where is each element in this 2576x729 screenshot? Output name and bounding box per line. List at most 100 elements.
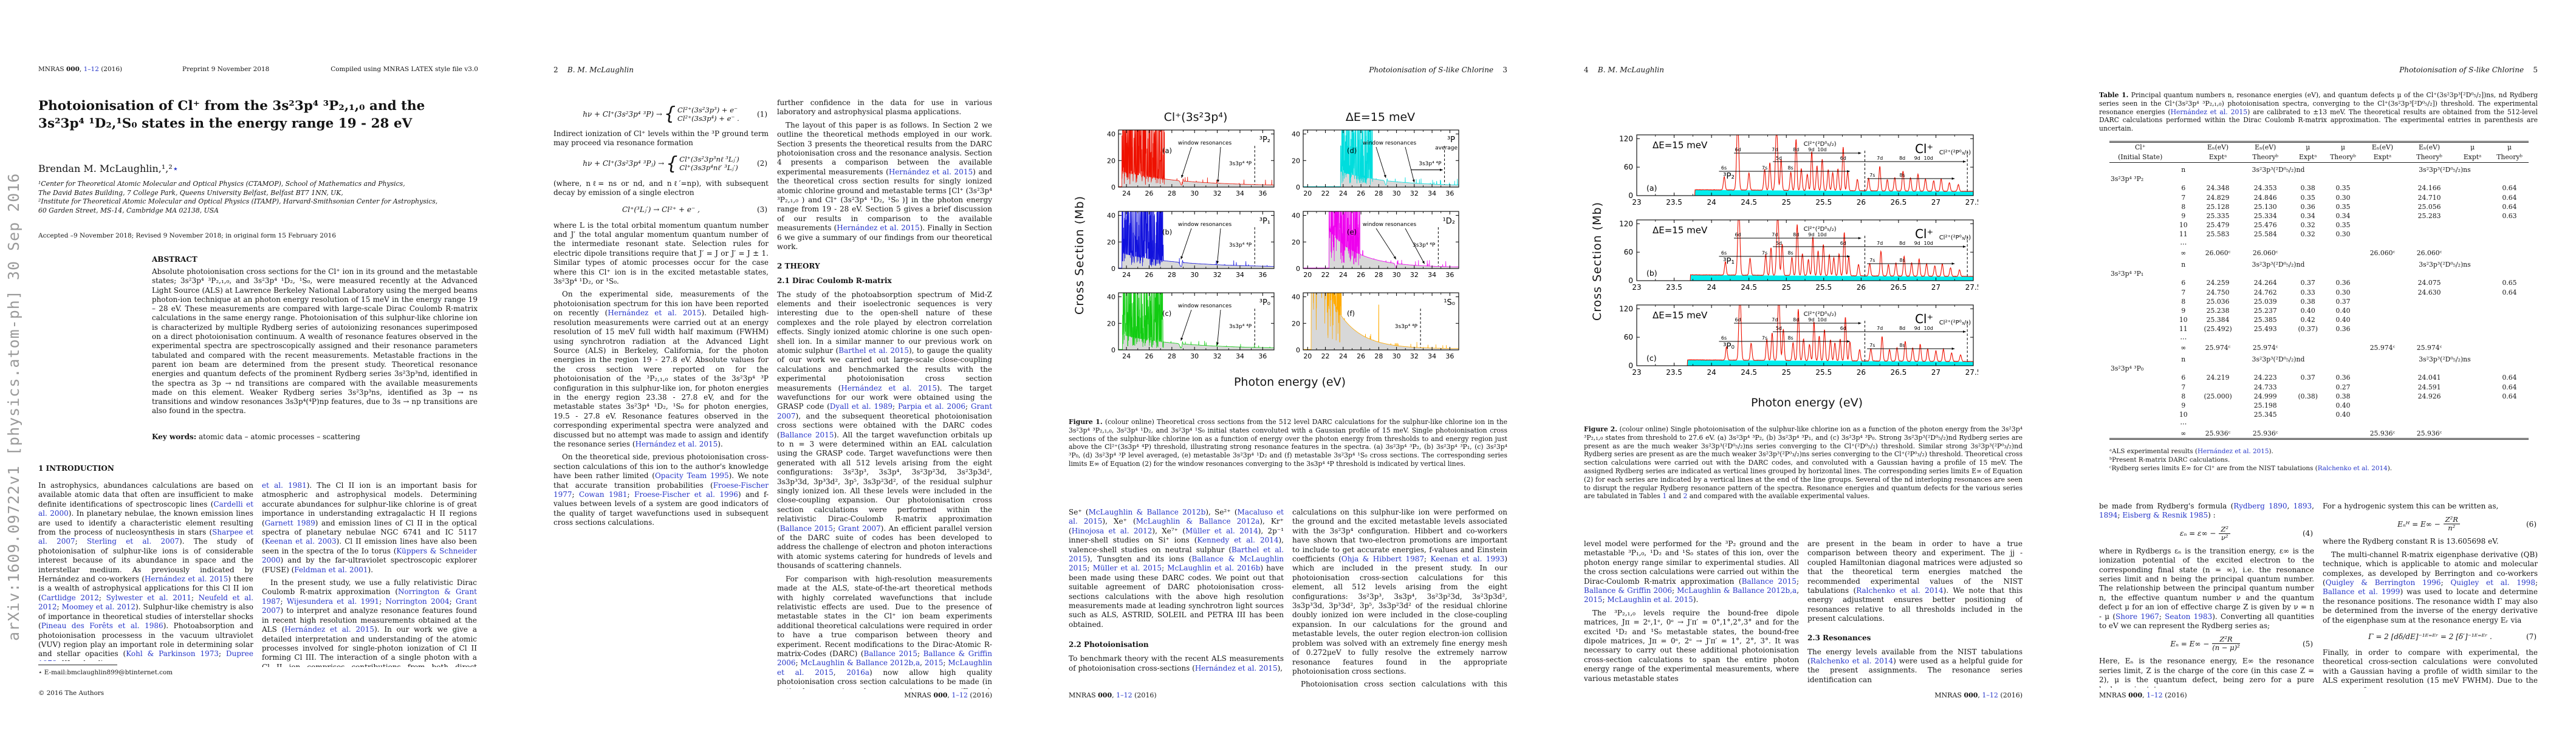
svg-text:Cl⁺: Cl⁺ — [1915, 312, 1933, 326]
svg-text:32: 32 — [1213, 271, 1222, 279]
svg-text:8d: 8d — [1899, 241, 1905, 246]
svg-text:9d: 9d — [1808, 147, 1814, 152]
svg-text:36: 36 — [1445, 190, 1454, 197]
page-number: 4 — [1584, 66, 1589, 74]
table-row: ∞ 26.060ᶜ 26.060ᶜ 26.060ᶜ 26.060ᶜ — [2180, 248, 2442, 257]
svg-text:9d: 9d — [1914, 241, 1920, 246]
page3-column-right: calculations on this sulphur-like ion we… — [1292, 508, 1507, 689]
svg-text:24.5: 24.5 — [1741, 283, 1757, 292]
footnote-c: ᶜRydberg series limits E∞ for Cl⁺ are fr… — [2109, 465, 2393, 472]
svg-text:26: 26 — [1145, 352, 1153, 360]
table-group-label: 3s²3p⁴ ³P₂ — [2111, 175, 2144, 183]
svg-text:22: 22 — [1321, 271, 1330, 279]
svg-text:36: 36 — [1445, 352, 1454, 360]
svg-text:window resonances: window resonances — [1178, 303, 1232, 309]
svg-text:³P₀: ³P₀ — [1259, 298, 1270, 307]
svg-text:120: 120 — [1619, 219, 1633, 228]
svg-text:ΔE=15 meV: ΔE=15 meV — [1653, 140, 1708, 151]
paragraph: The energy levels available from the NIS… — [1807, 647, 2023, 684]
svg-text:40: 40 — [1292, 293, 1300, 301]
page2-column-right: further confidence in the data for use i… — [777, 98, 992, 689]
equation-7: Γ = 2 [dδ/dE]⁻¹ᴱ⁼ᴱʳ = 2 [δ′]⁻¹ᴱ⁼ᴱʳ . (7) — [2323, 630, 2538, 643]
table-row: 7 24.733 0.27 24.591 0.64 — [2181, 383, 2517, 391]
svg-text:32: 32 — [1213, 190, 1222, 197]
svg-text:26: 26 — [1145, 190, 1153, 197]
compiled-note: Compiled using MNRAS LATEX style file v3… — [331, 66, 478, 73]
svg-text:7s: 7s — [1762, 165, 1767, 171]
resonance-table: Cl⁺ Eₙ(eV) Eₙ(eV) μ μ Eₙ(eV) Eₙ(eV) μ μ (Initial … — [2109, 141, 2529, 440]
svg-text:¹D₂: ¹D₂ — [1443, 217, 1455, 226]
table-row: ⋯ — [2180, 420, 2187, 428]
eq3-lhs: Cl⁺(³Lⱼ′) → Cl²⁺ + e⁻ , — [622, 205, 700, 214]
svg-text:6s: 6s — [1721, 335, 1727, 341]
svg-text:8s: 8s — [1899, 343, 1905, 348]
svg-text:32: 32 — [1410, 271, 1419, 279]
svg-text:26: 26 — [1357, 352, 1365, 360]
table-row: 11 25.583 25.584 0.32 0.30 — [2179, 230, 2351, 239]
svg-text:27: 27 — [1931, 368, 1941, 377]
svg-text:32: 32 — [1410, 190, 1419, 197]
page-3: Photoionisation of S-like Chlorine 3 Cl⁺… — [1030, 0, 1546, 729]
svg-text:6d: 6d — [1735, 317, 1741, 323]
svg-text:window resonances: window resonances — [1363, 222, 1417, 228]
svg-text:28: 28 — [1168, 352, 1176, 360]
svg-text:26: 26 — [1145, 271, 1153, 279]
svg-text:(f): (f) — [1347, 309, 1355, 318]
page-footer: MNRAS 000, 1–12 (2016) — [2099, 691, 2187, 699]
svg-text:10d: 10d — [1924, 241, 1933, 246]
svg-text:window resonances: window resonances — [1363, 140, 1417, 146]
table-row: 10 25.384 25.385 0.42 0.40 — [2179, 316, 2351, 324]
svg-text:³P: ³P — [1447, 135, 1455, 145]
svg-text:26: 26 — [1857, 198, 1866, 207]
table-series-header: n 3s²3p³(²D⁰₅/₂)nd 3s²3p³(²D⁰₅/₂)ns — [2181, 261, 2471, 269]
svg-text:7d: 7d — [1772, 232, 1778, 238]
page-1: arXiv:1609.09722v1 [physics.atom-ph] 30 … — [0, 0, 515, 729]
paragraph: Se⁺ (McLaughlin & Ballance 2012b), Se²⁺ … — [1069, 508, 1284, 629]
svg-text:10d: 10d — [1817, 147, 1826, 152]
svg-text:26.5: 26.5 — [1891, 368, 1907, 377]
paragraph: et al. 1981). The Cl II ion is an import… — [262, 481, 477, 574]
svg-text:0: 0 — [1628, 361, 1633, 370]
eq2-lhs: hν + Cl⁺(3s²3p⁴ ³Pⱼ) → — [583, 159, 665, 168]
svg-text:20: 20 — [1107, 157, 1115, 165]
eq2-number: (2) — [757, 159, 767, 168]
svg-text:24: 24 — [1339, 190, 1348, 197]
svg-text:ΔE=15 meV: ΔE=15 meV — [1653, 225, 1708, 236]
svg-text:27.5: 27.5 — [1965, 198, 1978, 207]
svg-text:23: 23 — [1632, 283, 1641, 292]
svg-text:26: 26 — [1857, 368, 1866, 377]
table-series-header: n 3s²3p³(²D⁰₅/₂)nd 3s²3p³(²D⁰₅/₂)ns — [2181, 355, 2471, 364]
svg-text:22: 22 — [1321, 190, 1330, 197]
svg-text:30: 30 — [1190, 271, 1199, 279]
table-row: 11 (25.492) 25.493 (0.37) 0.36 — [2179, 325, 2351, 334]
svg-text:20: 20 — [1303, 352, 1312, 360]
eq4-top: Z² — [2219, 525, 2230, 534]
eq4-bottom: ν² — [2221, 533, 2228, 542]
equation-4: εₙ = ε∞ − Z² ν² (4) — [2099, 525, 2314, 542]
section-2-1-heading: 2.1 Dirac Coulomb R-matrix — [777, 276, 892, 285]
svg-text:25: 25 — [1782, 198, 1791, 207]
svg-text:3s3p⁴ ⁴P: 3s3p⁴ ⁴P — [1229, 242, 1252, 248]
table-row: ∞ 25.974ᶜ 25.974ᶜ 25.974ᶜ 25.974ᶜ — [2180, 343, 2442, 352]
svg-text:34: 34 — [1428, 352, 1436, 360]
svg-text:7d: 7d — [1877, 241, 1883, 246]
brace: { — [666, 152, 678, 174]
svg-text:24: 24 — [1122, 352, 1131, 360]
preprint-date: Preprint 9 November 2018 — [182, 66, 270, 73]
svg-text:6s: 6s — [1721, 165, 1727, 171]
page1-column-left: In astrophysics, abundances calculations… — [38, 481, 253, 661]
figure2-panel-b: 23 23.5 24 24.5 25 25.5 26 26.5 27 27.5 0 60 120 ΔE=1… — [1611, 216, 1981, 304]
svg-text:34: 34 — [1236, 271, 1244, 279]
svg-text:24.5: 24.5 — [1741, 198, 1757, 207]
eq3-number: (3) — [757, 205, 767, 214]
svg-text:24: 24 — [1339, 271, 1348, 279]
svg-text:40: 40 — [1292, 131, 1300, 139]
running-author: B. M. McLaughlin — [1597, 66, 1664, 74]
svg-text:34: 34 — [1428, 271, 1436, 279]
figure1-x-axis-label: Photon energy (eV) — [1233, 375, 1346, 389]
paragraph: further confidence in the data for use i… — [777, 98, 992, 117]
svg-text:6d: 6d — [1840, 156, 1846, 161]
svg-text:23: 23 — [1632, 368, 1641, 377]
paragraph: level model were performed for the ³P₂ g… — [1584, 539, 1799, 604]
svg-text:30: 30 — [1190, 190, 1199, 197]
